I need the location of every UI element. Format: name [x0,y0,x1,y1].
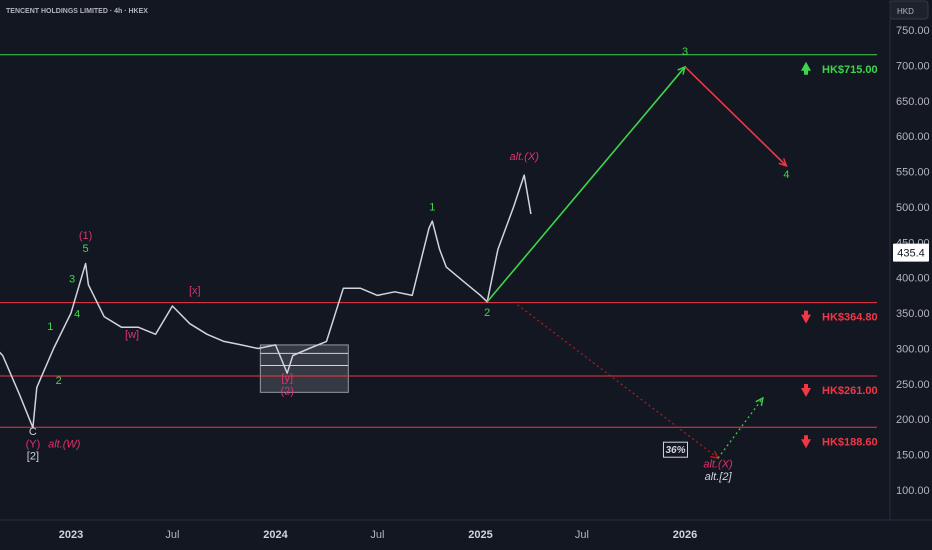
arrowhead-icon [778,158,788,168]
level-label: HK$261.00 [822,385,878,397]
wave-label: (1) [79,230,92,242]
x-tick-label: 2026 [673,529,697,541]
wave-label: 4 [783,169,789,181]
wave-label: [y] [281,373,293,385]
wave-label: [x] [189,285,201,297]
x-tick-label: 2025 [468,529,492,541]
percent-label: 36% [665,445,685,456]
price-level-layer: HK$715.00 HK$364.80 HK$261.00 HK$188.60 [0,54,878,449]
wave-label: [2] [27,451,39,463]
wave-label: 5 [83,243,89,255]
wave-label: alt.(W) [48,439,81,451]
current-price-tag [893,243,929,262]
wave-label: (2) [281,385,294,397]
wave-label: C [29,426,37,438]
wave-label: 3 [682,46,688,58]
level-label: HK$188.60 [822,436,878,448]
y-tick-label: 150.00 [896,450,930,462]
wave-label: alt.(X) [703,458,733,470]
range-zone-layer [259,344,349,393]
y-tick-label: 100.00 [896,485,930,497]
price-line [0,174,532,429]
wave-label: alt.[2] [705,471,733,483]
y-tick-label: 700.00 [896,60,930,72]
projection-line [486,66,686,303]
currency-box[interactable]: HKD [889,0,929,20]
y-tick-label: 500.00 [896,202,930,214]
y-tick-label: 200.00 [896,414,930,426]
wave-label: 4 [74,308,80,320]
x-tick-label: Jul [575,529,589,541]
range-zone-box [259,344,349,393]
y-tick-label: 300.00 [896,343,930,355]
x-tick-label: 2024 [263,529,288,541]
wave-label: 2 [484,307,490,319]
percent-box [662,441,688,458]
chart-title: TENCENT HOLDINGS LIMITED · 4h · HKEX [6,8,148,15]
price-series-layer [0,174,532,429]
current-price-label: 435.4 [897,248,925,260]
arrow-down-icon [801,384,811,398]
wave-label-layer: C(Y) alt.(W) [2] 1 2 3 4 5(1) [w] [x] [y](2) 1 2 alt.… [26,46,790,483]
wave-label: 2 [56,375,62,387]
wave-label: alt.(X) [510,151,540,163]
x-tick-label: Jul [165,529,179,541]
y-tick-label: 250.00 [896,379,930,391]
level-label: HK$364.80 [822,312,878,324]
y-tick-label: 600.00 [896,131,930,143]
wave-label: 3 [69,274,75,286]
y-tick-label: 550.00 [896,167,930,179]
wave-label: 1 [47,321,53,333]
y-tick-label: 650.00 [896,96,930,108]
projection-line [684,66,787,167]
y-tick-label: 350.00 [896,308,930,320]
wave-label: 1 [429,201,435,213]
arrow-down-icon [801,435,811,449]
arrow-up-icon [801,61,811,75]
wave-label: [w] [125,329,139,341]
projection-layer [486,65,788,460]
x-tick-label: Jul [370,529,384,541]
arrowhead-icon [710,450,720,460]
arrow-down-icon [801,310,811,324]
wave-label: (Y) [26,439,41,451]
currency-label: HKD [897,7,914,16]
level-label: HK$715.00 [822,64,878,76]
x-tick-label: 2023 [59,529,83,541]
y-tick-label: 750.00 [896,25,930,37]
y-tick-label: 400.00 [896,273,930,285]
arrowhead-icon [755,396,764,406]
